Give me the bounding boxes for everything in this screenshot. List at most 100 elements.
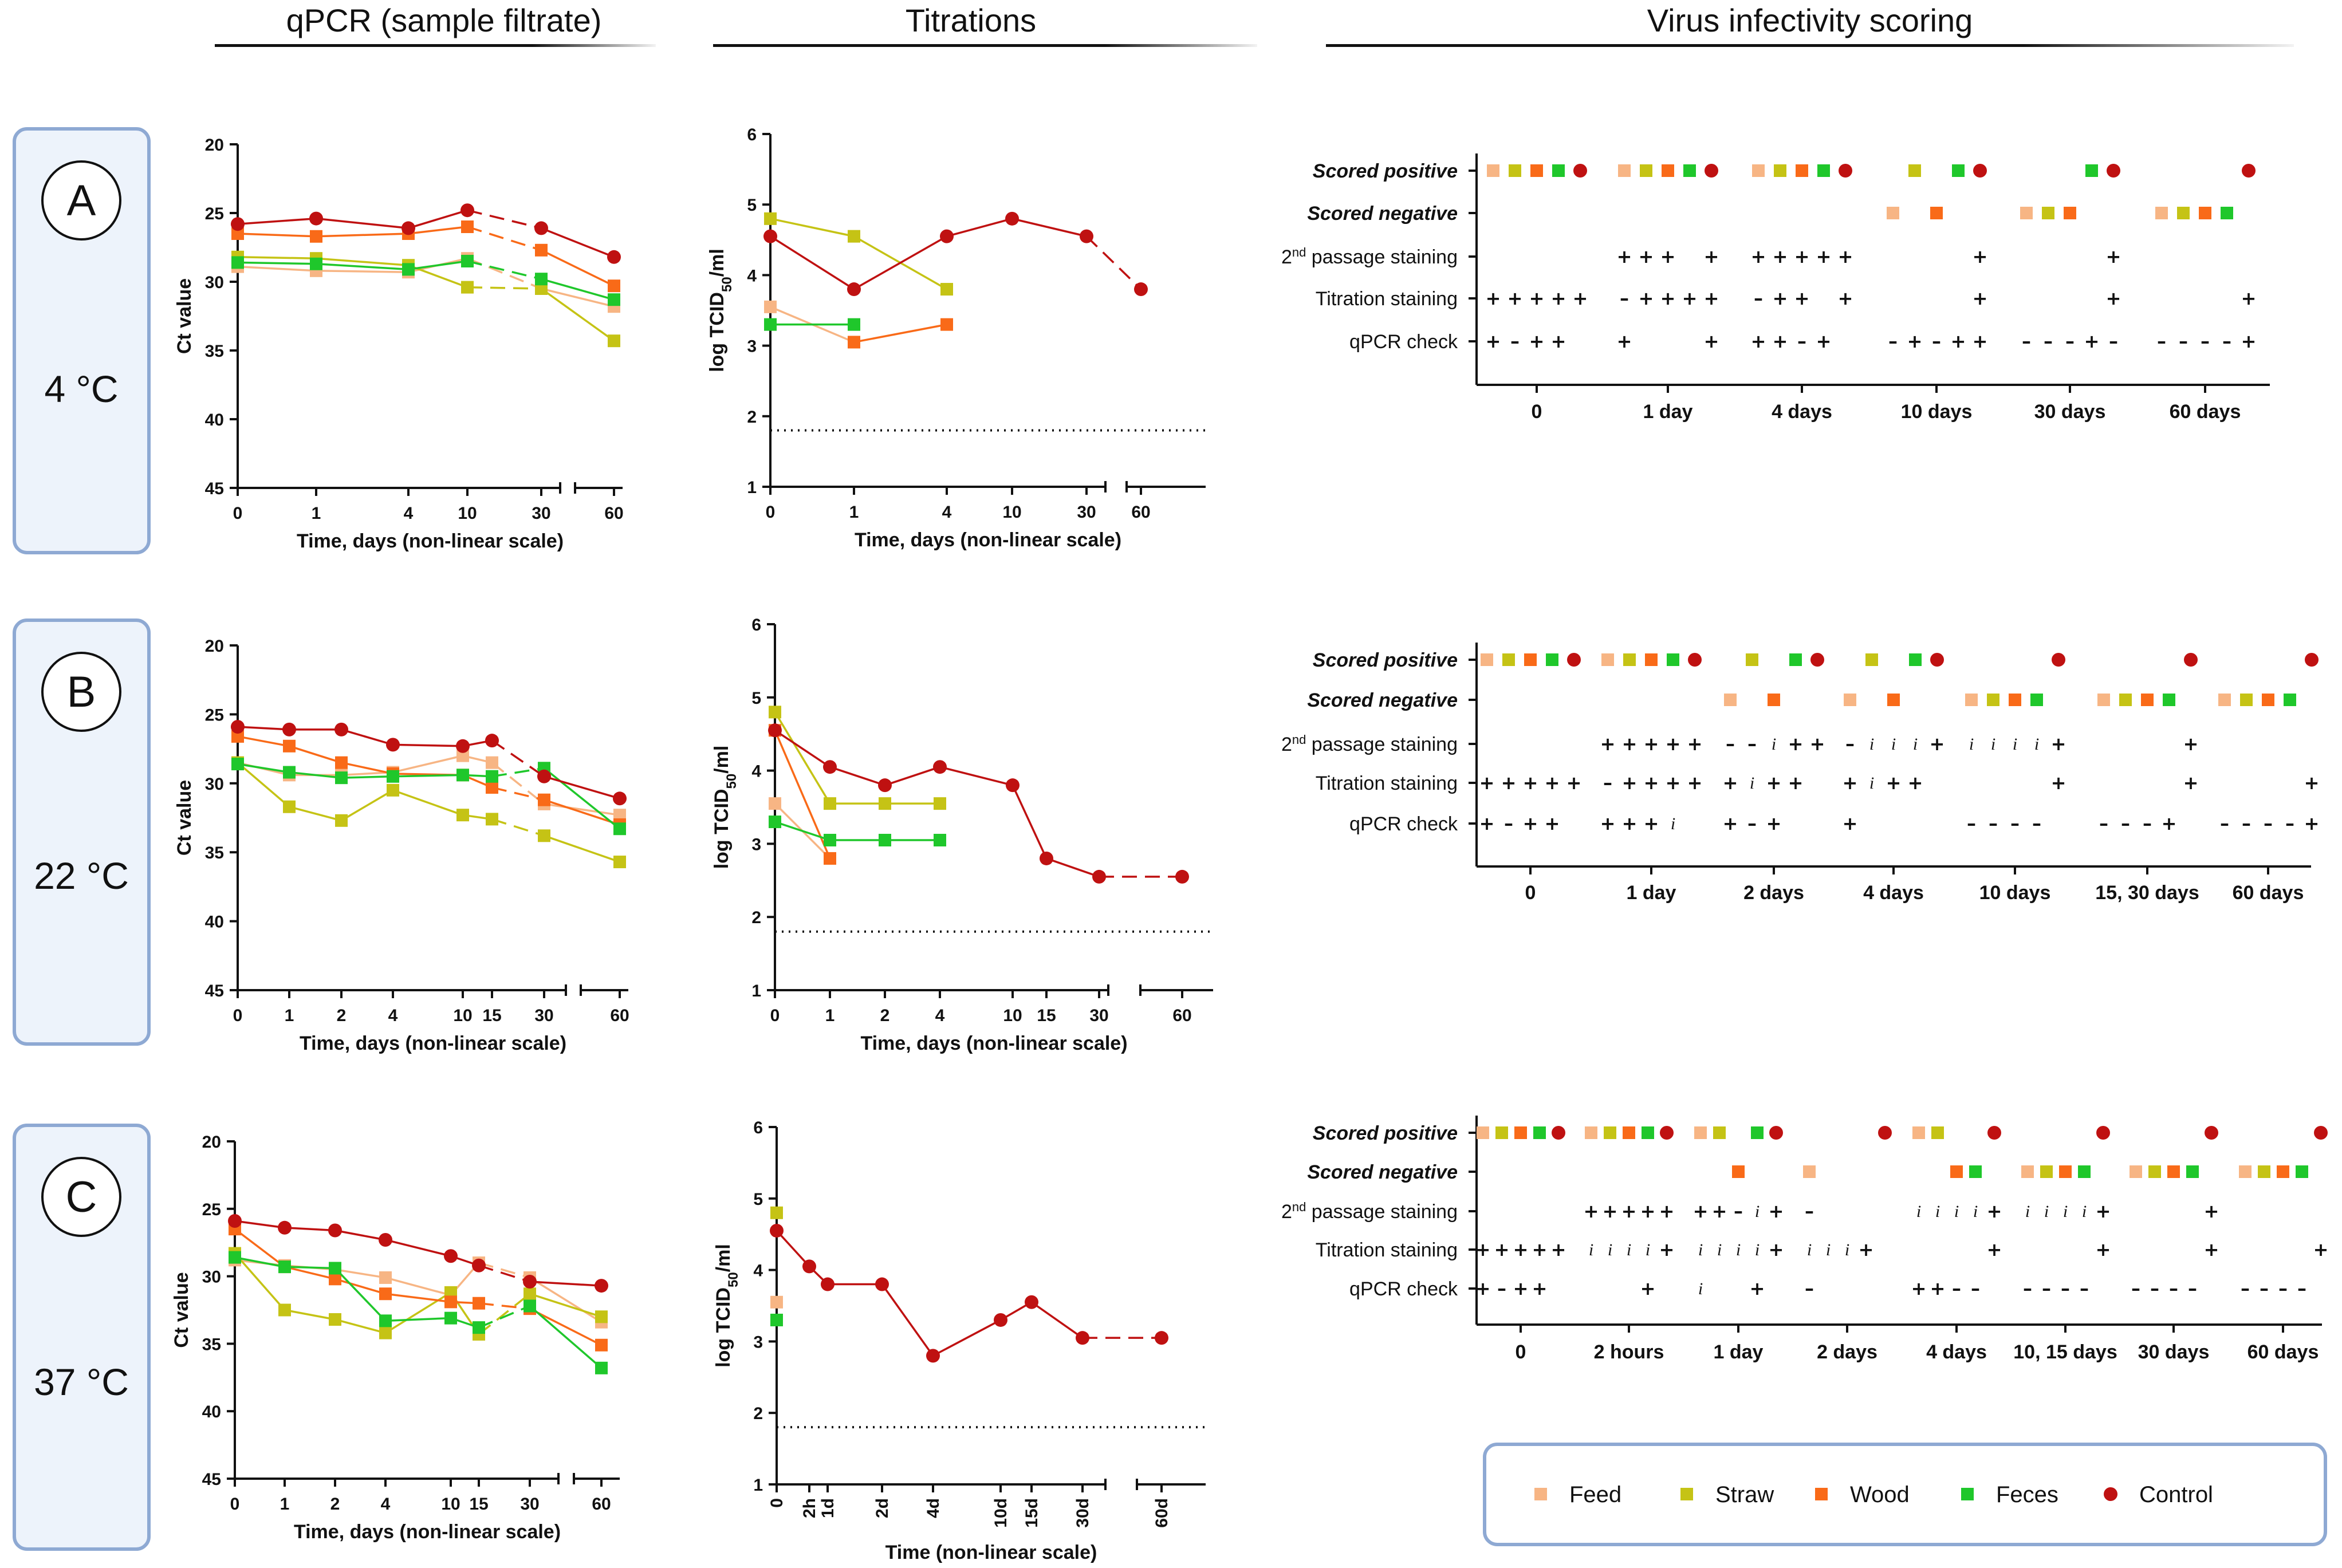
marker-feces — [461, 255, 474, 267]
scoring-group-label: 2 days — [1743, 882, 1804, 904]
series-line-feed — [478, 1262, 530, 1279]
x-tick-label: 4 — [388, 1006, 398, 1025]
scoring-symbol-minus: – — [1805, 1278, 1814, 1299]
marker-control — [1839, 164, 1852, 178]
scoring-symbol-plus: + — [2304, 813, 2320, 834]
scoring-symbol-inconclusive: i — [1954, 1202, 1959, 1221]
marker-wood — [1662, 164, 1674, 177]
marker-wood — [535, 243, 548, 257]
series-line-wood — [408, 226, 468, 235]
series-line-control — [467, 209, 542, 230]
header-qpcr: qPCR (sample filtrate) — [286, 2, 602, 38]
row-label-passage-staining: 2nd passage staining — [1281, 732, 1458, 756]
row-label-qpcr-check: qPCR check — [1349, 331, 1458, 353]
scoring-symbol-minus: – — [2222, 330, 2231, 352]
marker-feed — [486, 756, 498, 769]
row-label-titration-staining: Titration staining — [1316, 288, 1458, 310]
scoring-symbol-minus: – — [2121, 813, 2130, 834]
marker-wood — [2141, 694, 2154, 706]
scoring-symbol-minus: – — [2150, 1278, 2159, 1299]
scoring-group-label: 60 days — [2170, 401, 2241, 423]
scoring-symbol-minus: – — [2188, 1278, 2197, 1299]
row-label-passage-staining: 2nd passage staining — [1281, 1200, 1458, 1223]
marker-feed — [2097, 694, 2110, 706]
marker-feces — [229, 1251, 241, 1264]
scoring-symbol-plus: + — [2304, 772, 2320, 794]
marker-wood — [283, 739, 296, 753]
marker-control — [770, 1223, 784, 1238]
scoring-symbol-minus: – — [1805, 1200, 1814, 1222]
scoring-symbol-plus: + — [1617, 246, 1632, 267]
x-tick-label: 1 — [280, 1495, 290, 1514]
header-scoring: Virus infectivity scoring — [1647, 2, 1973, 38]
x-tick-label: 2d — [873, 1498, 892, 1518]
series-line-control — [491, 739, 545, 778]
panel-A-circle — [41, 160, 121, 241]
scoring-symbol-inconclusive: i — [1969, 735, 1974, 754]
scoring-symbol-plus: + — [1532, 1278, 1548, 1299]
scoring-symbol-minus: – — [2032, 813, 2041, 834]
series-line-wood — [284, 1266, 336, 1281]
marker-straw — [2177, 207, 2190, 219]
series-line-feces — [284, 1266, 336, 1270]
series-line-straw — [467, 286, 542, 290]
chart-qpcr_B: 20 25 30 35 40 45 0 1 2 4 10 15 30 60 Time, days (non-… — [174, 637, 629, 1054]
y-axis-label: Ct value — [171, 1272, 192, 1348]
marker-straw — [595, 1310, 608, 1323]
scoring-layer: Scored positive Scored negative 2nd passag… — [1281, 153, 2328, 1363]
scoring-symbol-minus: – — [2143, 813, 2152, 834]
series-line-straw — [491, 818, 545, 837]
marker-feces — [473, 1321, 485, 1334]
marker-feces — [770, 1313, 783, 1326]
x-tick-label: 60d — [1152, 1498, 1171, 1528]
y-tick-label: 6 — [747, 125, 757, 144]
scoring-symbol-plus: + — [1523, 772, 1538, 794]
x-tick-label: 2 — [330, 1495, 340, 1514]
y-tick-label: 4 — [753, 1262, 763, 1281]
scoring-symbol-inconclusive: i — [1772, 735, 1776, 754]
y-tick-label: 5 — [747, 196, 757, 215]
legend-label-straw: Straw — [1715, 1482, 1774, 1507]
marker-feces — [1552, 164, 1565, 177]
y-axis-label: log TCID50/ml — [706, 249, 735, 372]
series-line-wood — [341, 761, 393, 775]
marker-feed — [456, 749, 469, 762]
marker-feces — [379, 1314, 392, 1327]
panel-A-temp: 4 °C — [44, 368, 118, 410]
scoring-symbol-plus: + — [1769, 1239, 1784, 1260]
x-tick-label: 60 — [1172, 1006, 1191, 1025]
marker-feces — [456, 769, 469, 782]
marker-wood — [335, 756, 348, 769]
marker-straw — [2148, 1165, 2161, 1178]
scoring-symbol-plus: + — [1907, 330, 1923, 352]
series-line-straw — [237, 256, 317, 259]
scoring-symbol-inconclusive: i — [2025, 1202, 2030, 1221]
marker-feed — [1534, 1488, 1547, 1500]
scoring-group-label: 0 — [1516, 1341, 1526, 1363]
scoring-symbol-inconclusive: i — [1750, 774, 1754, 793]
chart-qpcr_C: 20 25 30 35 40 45 0 1 2 4 10 15 30 60 Time, days (non-… — [171, 1133, 620, 1543]
x-axis-label: Time, days (non-linear scale) — [855, 529, 1121, 551]
scoring-symbol-inconclusive: i — [1869, 774, 1874, 793]
marker-control — [1076, 1331, 1089, 1345]
y-tick-label: 6 — [753, 1118, 763, 1137]
marker-feed — [1912, 1126, 1925, 1139]
marker-feces — [387, 770, 399, 783]
panel-A-letter: A — [67, 176, 96, 225]
marker-straw — [278, 1303, 291, 1317]
y-tick-label: 4 — [751, 762, 761, 781]
x-axis-label: Time (non-linear scale) — [885, 1542, 1097, 1563]
scoring-symbol-plus: + — [1622, 772, 1638, 794]
scoring-symbol-minus: – — [1504, 813, 1513, 834]
marker-feces — [1952, 164, 1965, 177]
marker-feces — [2284, 694, 2296, 706]
scoring-symbol-minus: – — [2297, 1278, 2306, 1299]
scoring-symbol-plus: + — [1751, 330, 1766, 352]
x-tick-label: 0 — [770, 1006, 780, 1025]
scoring-symbol-plus: + — [1843, 772, 1858, 794]
marker-feed — [769, 797, 781, 810]
scoring-symbol-plus: + — [2183, 733, 2199, 755]
row-label-scored-positive: Scored positive — [1313, 160, 1458, 182]
